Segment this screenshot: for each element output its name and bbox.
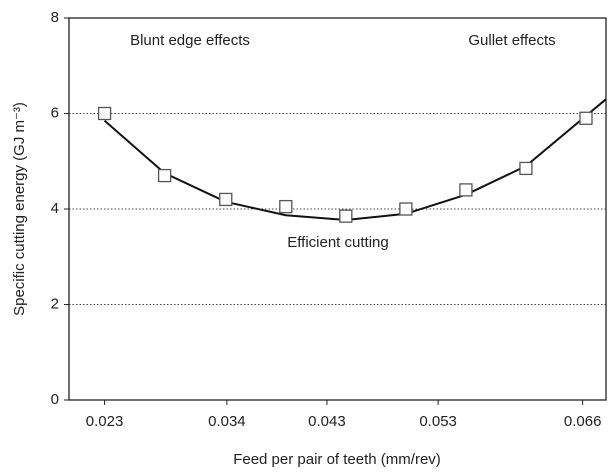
data-point xyxy=(279,199,293,214)
data-point xyxy=(459,183,473,197)
fit-curve xyxy=(103,98,607,221)
x-tick-label: 0.053 xyxy=(419,413,457,430)
data-point xyxy=(339,209,353,223)
annotation: Blunt edge effects xyxy=(130,32,250,49)
y-tick-label: 2 xyxy=(51,295,59,312)
x-axis-label: Feed per pair of teeth (mm/rev) xyxy=(233,451,441,468)
data-point xyxy=(219,192,233,207)
plot-frame xyxy=(68,17,607,401)
data-point xyxy=(97,106,112,121)
y-tick-label: 6 xyxy=(51,104,59,121)
y-tick-label: 0 xyxy=(51,391,59,408)
y-axis-label: Specific cutting energy (GJ m⁻³) xyxy=(11,102,28,316)
data-point xyxy=(399,202,413,216)
annotation: Efficient cutting xyxy=(287,234,388,251)
y-tick-label: 4 xyxy=(51,200,59,217)
y-tick-label: 8 xyxy=(51,9,59,26)
data-point xyxy=(579,111,593,125)
x-tick-label: 0.066 xyxy=(564,413,602,430)
x-tick-label: 0.043 xyxy=(308,413,346,430)
x-tick-label: 0.023 xyxy=(86,413,124,430)
x-tick-label: 0.034 xyxy=(208,413,246,430)
data-point xyxy=(519,161,533,176)
data-point xyxy=(157,168,172,183)
annotation: Gullet effects xyxy=(468,32,555,49)
